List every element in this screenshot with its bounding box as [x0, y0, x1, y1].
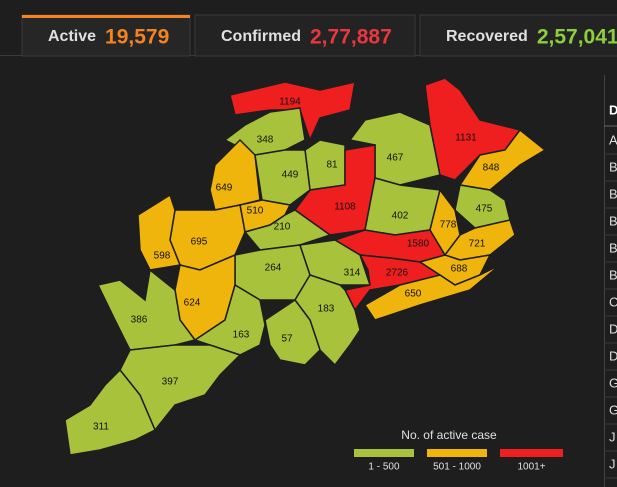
- district-label: 1108: [334, 202, 356, 213]
- tab[interactable]: Confirmed 2,77,887: [194, 14, 416, 57]
- district[interactable]: [229, 81, 356, 143]
- district[interactable]: [343, 254, 442, 312]
- table-cell: B: [609, 186, 617, 201]
- district[interactable]: [264, 298, 321, 366]
- legend-swatch: [354, 449, 414, 457]
- legend-title: No. of active case: [401, 428, 497, 442]
- district-label: 624: [184, 298, 201, 309]
- district-label: 183: [318, 304, 335, 315]
- district-label: 386: [131, 315, 148, 326]
- tab[interactable]: Active 19,579: [21, 14, 191, 57]
- district-label: 311: [93, 422, 109, 433]
- tab-active-indicator: [22, 15, 190, 18]
- district-label: 721: [469, 239, 486, 250]
- district-label: 348: [257, 135, 274, 146]
- legend-label: 1 - 500: [368, 462, 400, 473]
- tab-background: [21, 14, 191, 57]
- table-cell: G: [609, 402, 617, 417]
- district-label: 650: [405, 289, 422, 300]
- tab-background: [419, 14, 617, 57]
- table-cell: J: [609, 429, 616, 444]
- district[interactable]: [429, 188, 461, 257]
- district[interactable]: [304, 139, 346, 191]
- tab[interactable]: Recovered 2,57,041: [419, 14, 617, 57]
- district-label: 402: [392, 211, 409, 222]
- district-label: 649: [216, 183, 233, 194]
- tab-background: [194, 14, 416, 57]
- tab-label: Active: [48, 28, 96, 45]
- district-label: 449: [282, 170, 299, 181]
- table-cell: G: [609, 375, 617, 390]
- table-header: D: [609, 102, 617, 117]
- table-cell: D: [609, 321, 617, 336]
- district-label: 397: [162, 377, 179, 388]
- district[interactable]: [96, 268, 197, 351]
- table-cell: C: [609, 294, 617, 309]
- table-cell: B: [609, 240, 617, 255]
- tab-value: 2,77,887: [310, 26, 392, 49]
- district[interactable]: [193, 283, 266, 356]
- table-cell: J: [609, 456, 616, 471]
- district-label: 778: [440, 220, 457, 231]
- legend-swatch: [427, 449, 487, 457]
- district-label: 314: [344, 268, 361, 279]
- legend-label: 501 - 1000: [433, 462, 481, 473]
- district-label: 1194: [279, 97, 301, 108]
- district-label: 57: [281, 334, 293, 345]
- tab-label: Confirmed: [221, 28, 301, 45]
- tab-label: Recovered: [446, 28, 528, 45]
- district-label: 695: [191, 237, 208, 248]
- district-label: 264: [265, 263, 282, 274]
- district[interactable]: [137, 193, 182, 271]
- district-label: 598: [154, 251, 171, 262]
- district-label: 848: [483, 163, 500, 174]
- table-cell: B: [609, 159, 617, 174]
- district-label: 210: [274, 222, 291, 233]
- district-label: 688: [451, 264, 468, 275]
- district[interactable]: [363, 264, 501, 321]
- table-cell: A: [609, 132, 617, 147]
- table-cell: D: [609, 348, 617, 363]
- district-label: 467: [387, 153, 404, 164]
- district-label: 510: [247, 206, 264, 217]
- tab-value: 2,57,041: [537, 26, 617, 49]
- map: 1194 348 81 467 1131 848 649 449 510 1108 402 475 69…: [64, 77, 547, 456]
- district-label: 81: [326, 160, 338, 171]
- tab-value: 19,579: [105, 26, 169, 49]
- table-cell: B: [609, 213, 617, 228]
- table-cell: B: [609, 267, 617, 282]
- legend-swatch: [500, 449, 563, 457]
- district-label: 2726: [386, 268, 409, 279]
- district-label: 1131: [455, 133, 477, 144]
- district-label: 1580: [407, 239, 430, 250]
- district[interactable]: [64, 368, 156, 456]
- district-label: 475: [476, 204, 493, 215]
- district-label: 163: [233, 330, 250, 341]
- legend-label: 1001+: [517, 462, 545, 473]
